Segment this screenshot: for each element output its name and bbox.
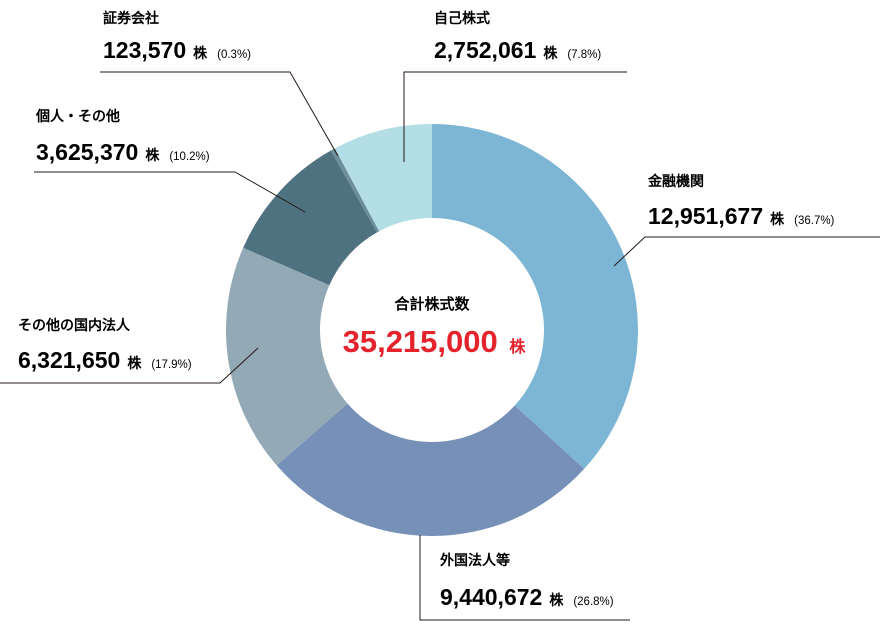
segment-value-6: 2,752,061 株 (7.8%) (434, 37, 601, 63)
leader-line-2 (419, 535, 630, 621)
leader-line-5 (100, 71, 339, 157)
segment-name-2: 外国法人等 (440, 552, 510, 568)
slice-6 (334, 124, 432, 232)
segment-name-4: 個人・その他 (35, 108, 120, 124)
leader-line-1 (613, 236, 880, 267)
segment-value-1: 12,951,677 株 (36.7%) (648, 203, 835, 229)
slice-5 (330, 148, 380, 233)
segment-name-5: 証券会社 (103, 10, 159, 26)
segment-name-1: 金融機関 (647, 173, 704, 189)
donut-slices (226, 124, 638, 536)
segment-value-4: 3,625,370 株 (10.2%) (36, 139, 210, 165)
center-total-value: 35,215,000 (343, 324, 498, 359)
leader-line-4 (34, 171, 306, 213)
center-title: 合計株式数 (393, 295, 470, 313)
center-total-unit: 株 (509, 337, 526, 356)
segment-value-3: 6,321,650 株 (17.9%) (18, 347, 192, 373)
slice-3 (226, 247, 348, 466)
slice-2 (276, 403, 585, 536)
segment-value-2: 9,440,672 株 (26.8%) (440, 584, 614, 610)
slice-4 (243, 150, 378, 286)
leader-lines (0, 71, 880, 621)
leader-line-3 (0, 347, 259, 384)
segment-value-5: 123,570 株 (0.3%) (103, 37, 251, 63)
segment-labels: 金融機関 12,951,677 株 (36.7%) 外国法人等 9,440,672 株 (26… (18, 10, 835, 610)
center-total: 35,215,000 株 (343, 324, 527, 359)
segment-name-6: 自己株式 (434, 10, 490, 26)
slice-1 (432, 124, 638, 469)
segment-name-3: その他の国内法人 (18, 317, 131, 333)
leader-line-6 (403, 71, 627, 162)
